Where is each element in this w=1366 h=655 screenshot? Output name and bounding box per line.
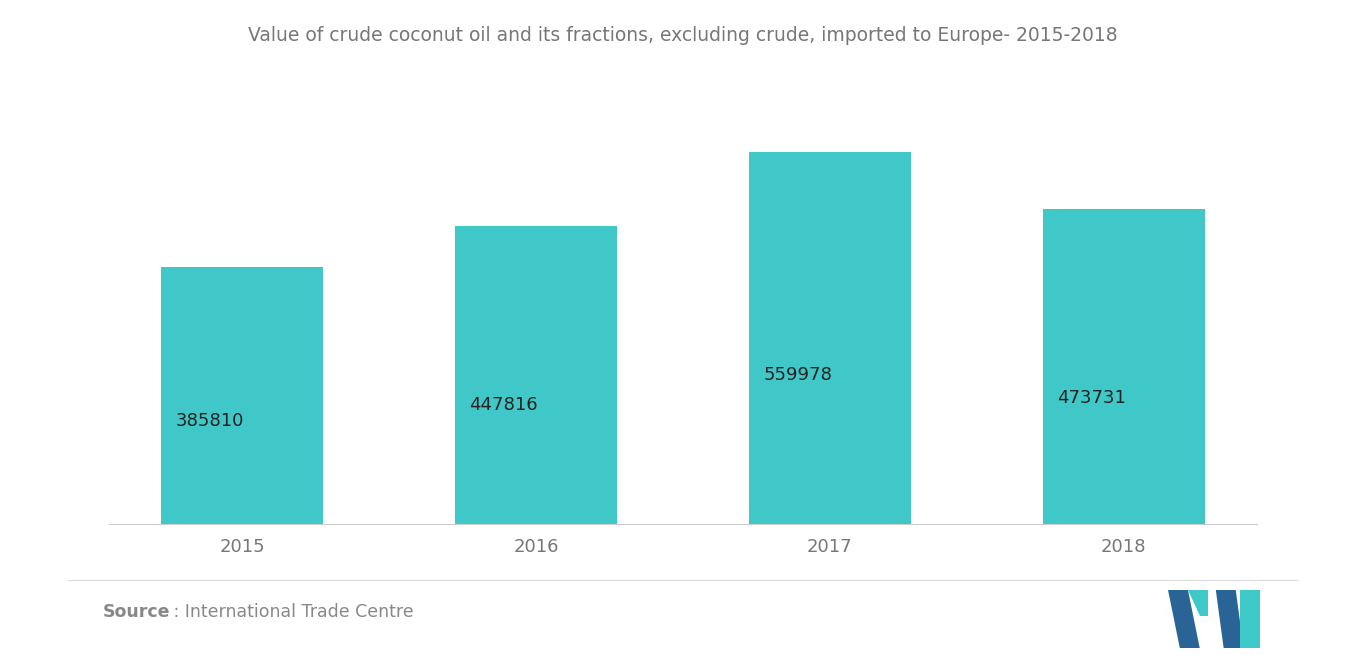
Polygon shape [1188, 590, 1208, 616]
Polygon shape [1216, 590, 1243, 648]
Text: 385810: 385810 [176, 413, 245, 430]
Text: : International Trade Centre: : International Trade Centre [168, 603, 414, 622]
Polygon shape [1168, 590, 1199, 648]
Text: 447816: 447816 [470, 396, 538, 414]
Text: 559978: 559978 [764, 366, 832, 384]
Text: Value of crude coconut oil and its fractions, excluding crude, imported to Europ: Value of crude coconut oil and its fract… [249, 26, 1117, 45]
Text: 473731: 473731 [1057, 389, 1126, 407]
Polygon shape [1240, 590, 1259, 648]
Bar [455, 226, 617, 524]
Text: Source: Source [102, 603, 169, 622]
Bar [161, 267, 322, 524]
Bar [749, 152, 911, 524]
Bar [1044, 209, 1205, 524]
